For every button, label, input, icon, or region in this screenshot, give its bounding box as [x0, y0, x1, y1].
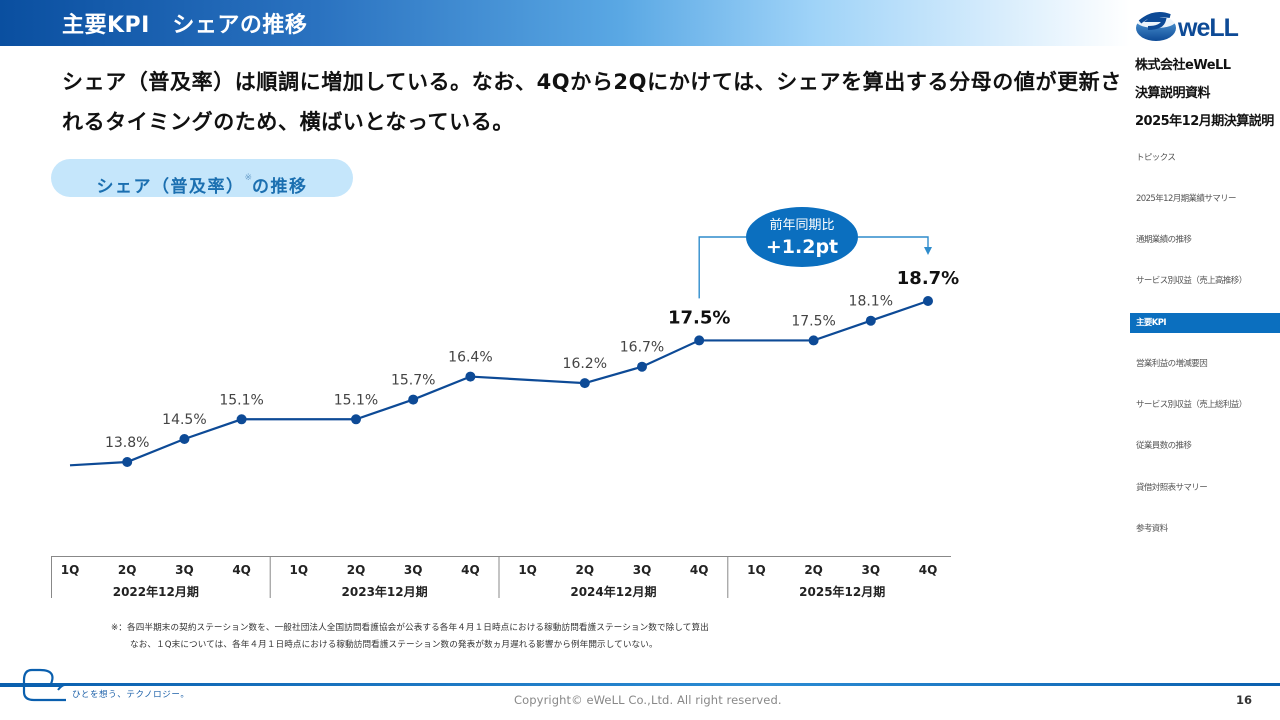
data-label: 14.5% [162, 412, 206, 428]
page-number: 16 [1236, 693, 1253, 707]
nav-item-topics[interactable]: トピックス [1136, 153, 1176, 163]
series-line [69, 299, 929, 467]
data-point-marker [694, 335, 705, 346]
footer-rule [0, 683, 1280, 686]
data-label: 18.7% [897, 268, 959, 289]
x-tick-label: 1Q [61, 563, 80, 577]
doc-period: 2025年12月期決算説明 [1135, 114, 1274, 129]
footnote-line-2: なお、１Q末については、各年４月１日時点における稼動訪問看護ステーション数の発表… [130, 640, 658, 650]
data-label: 15.1% [334, 392, 378, 408]
x-tick-label: 3Q [633, 563, 652, 577]
share-line-chart: 前年同期比 +1.2pt 13.8% 14.5% 15.1% 15.1% 15.7% 16… [69, 207, 959, 467]
x-tick-label: 3Q [404, 563, 423, 577]
data-point-marker [408, 394, 419, 405]
data-point-marker [579, 378, 590, 389]
data-label: 17.5% [668, 307, 730, 328]
lead-message: シェア（普及率）は順調に増加している。なお、4Qから2Qにかけては、シェアを算出… [62, 70, 1122, 134]
x-tick-label: 2Q [804, 563, 823, 577]
callout-title: 前年同期比 [769, 217, 834, 233]
nav-item-operating-profit[interactable]: 営業利益の増減要因 [1136, 359, 1208, 369]
x-group-label: 2023年12月期 [342, 584, 428, 598]
data-label: 15.1% [219, 392, 263, 408]
company-name: 株式会社eWeLL [1135, 58, 1231, 73]
x-tick-label: 2Q [576, 563, 595, 577]
data-point-marker [865, 315, 876, 326]
footnote: ※：各四半期末の契約ステーション数を、一般社団法人全国訪問看護協会が公表する各年… [111, 620, 709, 654]
data-label: 16.7% [620, 340, 664, 356]
nav-item-employees[interactable]: 従業員数の推移 [1136, 441, 1192, 451]
data-point-marker [808, 335, 819, 346]
pill-footnote-mark: ※ [244, 173, 253, 183]
nav-item-annual-results[interactable]: 通期業績の推移 [1136, 235, 1192, 245]
x-tick-label: 3Q [862, 563, 881, 577]
svg-text:weLL: weLL [1177, 14, 1239, 42]
footer-e-logo-icon [0, 668, 70, 702]
x-tick-label: 3Q [175, 563, 194, 577]
pill-label-tail: の推移 [252, 177, 308, 197]
slide-header-bar: 主要KPI シェアの推移 [0, 0, 1130, 46]
x-tick-label: 4Q [461, 563, 480, 577]
nav-item-key-kpi[interactable]: 主要KPI [1130, 313, 1280, 333]
section-heading-pill: シェア（普及率）※の推移 [51, 159, 353, 197]
data-label: 15.7% [391, 373, 435, 389]
ewell-logo: weLL [1136, 12, 1240, 42]
callout-value: +1.2pt [766, 236, 838, 258]
nav-item-reference[interactable]: 参考資料 [1136, 524, 1168, 534]
callout-arrow-icon [924, 246, 932, 255]
data-point-marker [179, 433, 190, 444]
data-point-marker [351, 414, 361, 425]
nav-item-balance-sheet[interactable]: 貸借対照表サマリー [1136, 483, 1208, 493]
nav-item-gross-profit-by-service[interactable]: サービス別収益（売上総利益） [1136, 400, 1247, 410]
pill-label-main: シェア（普及率） [96, 177, 245, 197]
data-label: 16.4% [448, 350, 492, 366]
footnote-line-1: ※：各四半期末の契約ステーション数を、一般社団法人全国訪問看護協会が公表する各年… [111, 623, 709, 633]
footer-tagline: ひとを想う、テクノロジー。 [72, 690, 190, 700]
x-tick-label: 2Q [118, 563, 137, 577]
nav-item-summary[interactable]: 2025年12月期業績サマリー [1136, 194, 1237, 204]
x-tick-label: 4Q [690, 563, 709, 577]
copyright-text: Copyright© eWeLL Co.,Ltd. All right rese… [514, 693, 782, 707]
data-point-marker [923, 295, 933, 306]
x-tick-label: 1Q [747, 563, 766, 577]
yoy-callout: 前年同期比 +1.2pt [698, 207, 932, 299]
slide-title: 主要KPI シェアの推移 [62, 13, 308, 38]
x-tick-label: 1Q [290, 563, 309, 577]
doc-type: 決算説明資料 [1135, 86, 1211, 101]
x-tick-label: 2Q [347, 563, 366, 577]
data-label: 17.5% [791, 313, 835, 329]
x-group-label: 2024年12月期 [570, 584, 656, 598]
callout-bracket-line [698, 236, 929, 299]
data-point-marker [122, 457, 133, 467]
x-group-label: 2022年12月期 [113, 584, 199, 598]
x-tick-label: 4Q [919, 563, 938, 577]
callout-bubble [746, 207, 858, 267]
nav-item-revenue-by-service[interactable]: サービス別収益（売上高推移） [1136, 276, 1247, 286]
data-label: 13.8% [105, 435, 149, 451]
data-point-marker [465, 371, 476, 382]
data-label: 18.1% [849, 294, 893, 310]
data-point-marker [637, 361, 647, 372]
x-group-label: 2025年12月期 [799, 584, 885, 598]
x-tick-label: 4Q [232, 563, 251, 577]
x-tick-label: 1Q [518, 563, 537, 577]
data-point-marker [236, 414, 247, 425]
data-label: 16.2% [563, 356, 607, 372]
x-axis-table: 1Q 2Q 3Q 4Q 1Q 2Q 3Q 4Q 1Q 2Q 3Q 4Q 1Q 2Q 3Q 4Q 2022年12月… [51, 556, 951, 598]
